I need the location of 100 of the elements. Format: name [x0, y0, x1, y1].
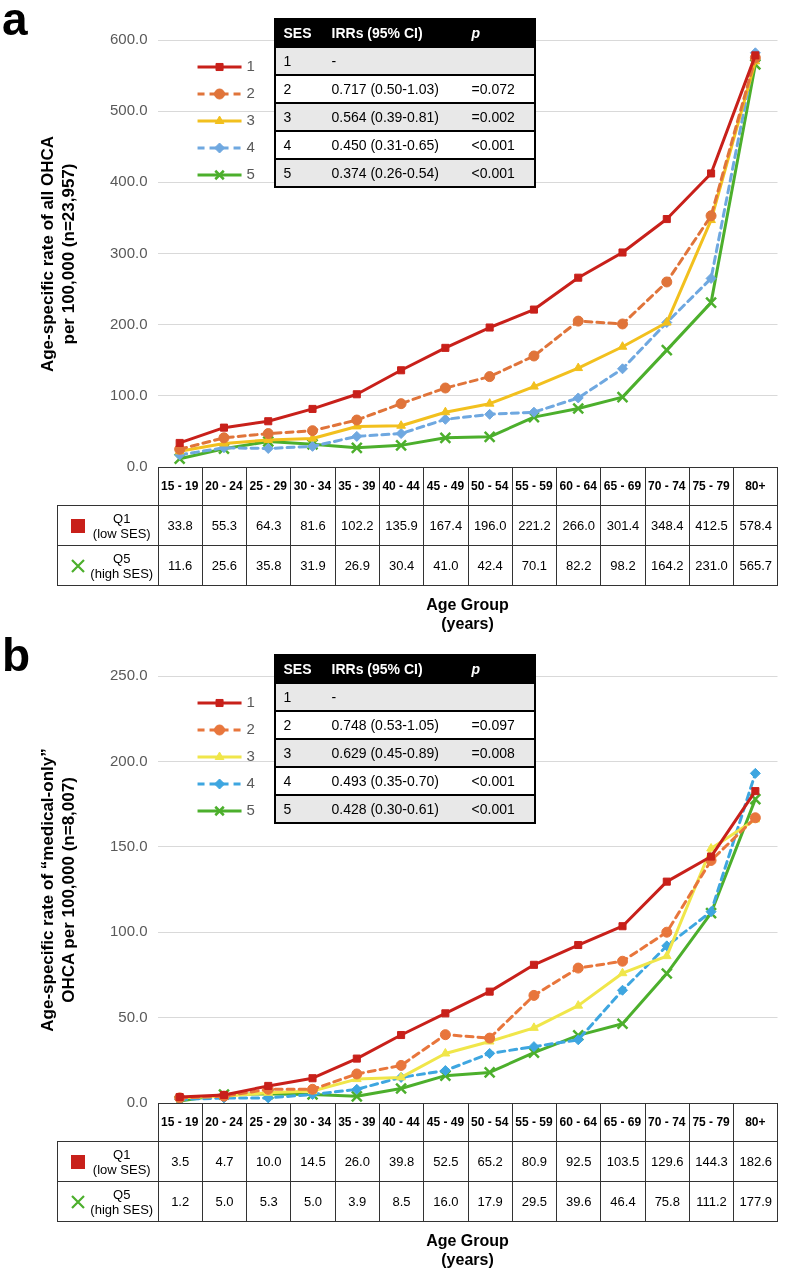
annotation: =0.008 [463, 740, 534, 766]
data-label: 42.4 [467, 545, 513, 586]
data-label: 10.0 [246, 1141, 292, 1182]
x-axis-title: Age Group (years) [425, 595, 510, 633]
legend-label: 3 [246, 747, 255, 765]
data-label: 39.6 [556, 1181, 602, 1222]
x-tick-label: 45 - 49 [426, 1114, 465, 1129]
annotation: 0.374 (0.26-0.54) [323, 160, 464, 186]
data-label: 17.9 [467, 1181, 513, 1222]
legend-label: 3 [246, 111, 255, 129]
annotation: 4 [275, 768, 324, 794]
data-label: 65.2 [467, 1141, 513, 1182]
annotation: 2 [275, 712, 324, 738]
data-label: 14.5 [290, 1141, 336, 1182]
data-label: 164.2 [644, 545, 690, 586]
data-label: 75.8 [644, 1181, 690, 1222]
x-tick-label: 25 - 29 [249, 478, 288, 493]
x-tick-label: 15 - 19 [161, 1114, 199, 1129]
legend-label: 4 [246, 138, 255, 156]
annotation: 2 [275, 76, 324, 102]
y-tick-label: 100.0 [109, 922, 148, 940]
data-label: 16.0 [423, 1181, 469, 1222]
data-label: 11.6 [157, 545, 203, 586]
annotation: 5 [275, 796, 324, 822]
data-label: 1.2 [157, 1181, 203, 1222]
x-tick-label: 50 - 54 [470, 478, 509, 493]
y-tick-label: 200.0 [109, 314, 148, 332]
x-tick-label: 20 - 24 [205, 478, 243, 493]
annotation: IRRs (95% CI) [323, 20, 464, 46]
chart-title: a [2, 0, 28, 46]
data-label: 231.0 [688, 545, 735, 586]
y-tick-label: 500.0 [109, 101, 148, 119]
annotation: 0.564 (0.39-0.81) [323, 104, 464, 130]
legend-label: 1 [246, 693, 255, 711]
data-label: 31.9 [290, 545, 336, 586]
data-label: 102.2 [334, 505, 380, 546]
annotation: 5 [275, 160, 324, 186]
text: Q5 (high SES) [89, 1186, 155, 1217]
annotation: 0.717 (0.50-1.03) [323, 76, 464, 102]
x-tick-label: 45 - 49 [426, 478, 465, 493]
data-label: 25.6 [201, 545, 248, 586]
y-tick-label: 0.0 [126, 457, 148, 475]
x-tick-label: 50 - 54 [470, 1114, 509, 1129]
x-tick-label: 35 - 39 [338, 1114, 376, 1129]
data-label: 412.5 [688, 505, 735, 546]
x-tick-label: 65 - 69 [603, 1114, 642, 1129]
annotation: 0.450 (0.31-0.65) [323, 132, 464, 158]
data-label: 182.6 [733, 1141, 779, 1182]
annotation: 0.428 (0.30-0.61) [323, 796, 464, 822]
data-label: 29.5 [511, 1181, 558, 1222]
x-tick-label: 40 - 44 [382, 478, 421, 493]
annotation: <0.001 [463, 796, 534, 822]
legend-label: 1 [246, 57, 255, 75]
data-label: 167.4 [423, 505, 469, 546]
data-label: 565.7 [733, 545, 779, 586]
legend-label: 2 [246, 84, 255, 102]
x-tick-label: 65 - 69 [603, 478, 642, 493]
data-label: 3.9 [334, 1181, 380, 1222]
data-label: 144.3 [688, 1141, 735, 1182]
annotation: p [463, 20, 534, 46]
text: Q5 (high SES) [89, 550, 155, 581]
x-tick-label: 75 - 79 [692, 1114, 731, 1129]
x-tick-label: 55 - 59 [515, 1114, 553, 1129]
annotation: <0.001 [463, 132, 534, 158]
data-label: 578.4 [733, 505, 779, 546]
data-label: 64.3 [246, 505, 292, 546]
x-tick-label: 25 - 29 [249, 1114, 288, 1129]
data-label: 98.2 [600, 545, 646, 586]
legend-label: 5 [246, 801, 255, 819]
data-label: 41.0 [423, 545, 469, 586]
legend-label: 5 [246, 165, 255, 183]
annotation: 1 [275, 48, 324, 74]
data-label: 30.4 [378, 545, 425, 586]
data-label: 8.5 [378, 1181, 425, 1222]
data-label: 3.5 [157, 1141, 203, 1182]
data-label: 135.9 [378, 505, 425, 546]
x-tick-label: 30 - 34 [293, 478, 332, 493]
annotation: p [463, 656, 534, 682]
data-label: 266.0 [556, 505, 602, 546]
annotation: 0.493 (0.35-0.70) [323, 768, 464, 794]
annotation: 1 [275, 684, 324, 710]
legend-label: 2 [246, 720, 255, 738]
x-tick-label: 70 - 74 [648, 1114, 686, 1129]
data-label: 52.5 [423, 1141, 469, 1182]
annotation: =0.002 [463, 104, 534, 130]
annotation: - [323, 684, 534, 710]
annotation: 4 [275, 132, 324, 158]
x-tick-label: 35 - 39 [338, 478, 376, 493]
data-label: 5.0 [201, 1181, 248, 1222]
data-label: 46.4 [600, 1181, 646, 1222]
y-tick-label: 300.0 [109, 243, 148, 261]
x-axis-title: Age Group (years) [425, 1231, 510, 1269]
x-tick-label: 20 - 24 [205, 1114, 243, 1129]
data-label: 80.9 [511, 1141, 558, 1182]
data-label: 35.8 [246, 545, 292, 586]
data-label: 39.8 [378, 1141, 425, 1182]
data-label: 177.9 [733, 1181, 779, 1222]
data-label: 5.0 [290, 1181, 336, 1222]
annotation: 3 [275, 104, 324, 130]
annotation: IRRs (95% CI) [323, 656, 464, 682]
